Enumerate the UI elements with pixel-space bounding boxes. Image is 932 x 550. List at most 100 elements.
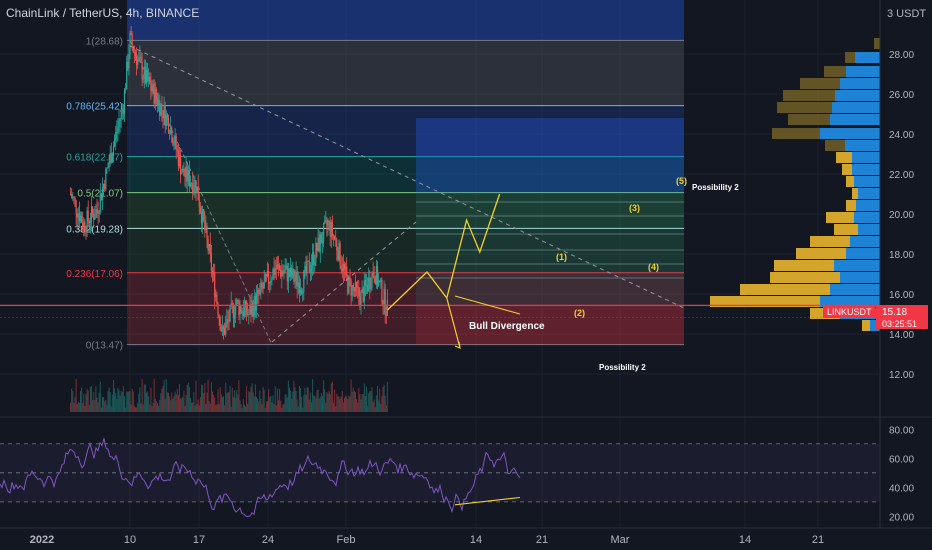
projection-stop-box (416, 306, 684, 345)
candle-body (319, 234, 321, 252)
volume-profile-sell (824, 66, 846, 77)
volume-bar (104, 401, 106, 412)
volume-bar (152, 402, 154, 412)
candle-body (246, 301, 248, 315)
volume-bar (245, 406, 246, 412)
candle-body (165, 114, 167, 126)
candle-body (138, 57, 140, 60)
volume-bar (197, 399, 199, 412)
candle-body (202, 209, 204, 224)
volume-bar (300, 388, 301, 412)
volume-bar (120, 390, 122, 412)
volume-bar (184, 406, 186, 412)
volume-bar (262, 387, 264, 412)
candle-body (266, 270, 269, 277)
volume-bar (115, 393, 117, 412)
candle-body (153, 83, 155, 104)
candle-body (339, 242, 341, 266)
fib-level-label: 0.618(22.87) (66, 153, 123, 164)
volume-profile-buy (855, 52, 880, 63)
candle-body (354, 281, 357, 292)
candle-body (382, 303, 384, 304)
candle-body (328, 221, 330, 222)
volume-bar (91, 385, 92, 412)
volume-bar (381, 396, 383, 412)
volume-profile-sell (845, 52, 855, 63)
candle-body (380, 279, 382, 282)
candle-body (295, 272, 297, 280)
candle-body (280, 269, 282, 277)
price-tick-label: 20.00 (889, 210, 914, 221)
volume-bar (313, 395, 315, 412)
candle-body (206, 226, 208, 239)
candle-body (292, 268, 294, 278)
candle-body (213, 272, 215, 274)
volume-profile-sell (846, 200, 856, 211)
volume-bar (170, 400, 172, 412)
volume-profile-sell (846, 176, 854, 187)
volume-bar (280, 400, 282, 412)
candle-body (299, 290, 302, 294)
price-candles (70, 25, 388, 340)
volume-bar (235, 397, 237, 412)
volume-bar (149, 404, 151, 412)
candle-body (264, 274, 266, 282)
candle-body (304, 265, 306, 271)
volume-bar (107, 391, 109, 412)
volume-bar (283, 403, 285, 412)
volume-bar (139, 387, 141, 412)
volume-bar (188, 387, 190, 412)
candle-body (74, 198, 76, 201)
fib-retracement[interactable]: 1(28.68)0.786(25.42)0.618(22.87)0.5(21.0… (66, 0, 684, 352)
drawings[interactable] (0, 45, 880, 349)
volume-bar (92, 400, 94, 412)
volume-profile-sell (810, 236, 850, 247)
candle-body (86, 210, 88, 232)
candle-body (156, 98, 159, 106)
candle-body (368, 277, 370, 291)
volume-bar (373, 399, 375, 412)
currency-label[interactable]: 3 USDT (887, 8, 926, 20)
volume-bar (275, 405, 277, 412)
volume-profile-sell (825, 140, 845, 151)
volume-bar (281, 407, 283, 412)
volume-bar (258, 401, 260, 412)
candle-body (228, 319, 230, 322)
volume-bar (116, 398, 118, 412)
candle-body (296, 272, 298, 287)
projection-boxes[interactable] (416, 118, 684, 345)
volume-bar (352, 387, 354, 412)
volume-profile-buy (856, 200, 880, 211)
volume-bar (324, 389, 326, 412)
candle-body (303, 270, 305, 293)
volume-bars (70, 378, 388, 412)
candle-body (211, 270, 214, 273)
volume-bar (105, 399, 107, 412)
volume-bar (224, 405, 226, 412)
fib-level-label: 0(13.47) (86, 341, 123, 352)
volume-bar (375, 395, 377, 412)
candle-body (112, 145, 115, 156)
volume-bar (87, 390, 89, 412)
volume-bar (270, 396, 272, 412)
volume-bar (253, 396, 255, 412)
candle-body (130, 32, 132, 35)
candle-body (120, 109, 122, 119)
volume-bar (312, 378, 314, 412)
candle-body (214, 273, 216, 298)
volume-bar (331, 381, 333, 412)
candle-body (109, 153, 111, 164)
candle-body (175, 136, 177, 150)
volume-bar (172, 398, 174, 412)
candle-body (232, 305, 234, 318)
candle-body (360, 292, 362, 306)
volume-bar (345, 395, 347, 412)
volume-bar (157, 403, 158, 412)
candle-body (373, 276, 375, 278)
candle-body (94, 217, 96, 220)
candle-body (374, 277, 376, 285)
candle-body (233, 314, 236, 318)
candle-body (85, 230, 87, 232)
candle-body (121, 108, 123, 110)
